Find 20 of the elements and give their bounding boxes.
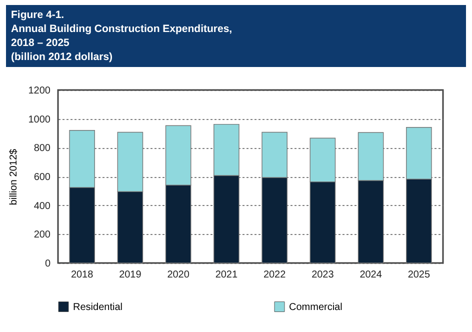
y-axis-title: billion 2012$ (8, 148, 20, 206)
x-tick-label: 2025 (408, 270, 430, 280)
x-tick-label: 2021 (215, 270, 238, 280)
y-tick-label: 1200 (28, 86, 51, 96)
y-tick-label: 1000 (28, 114, 51, 126)
x-tick-label: 2018 (70, 270, 94, 280)
y-tick-label: 200 (34, 230, 51, 241)
y-tick-label: 800 (34, 143, 51, 154)
y-tick-label: 0 (44, 258, 51, 270)
y-tick-label: 600 (34, 172, 51, 183)
x-tick-label: 2020 (167, 270, 190, 280)
y-tick-label: 400 (34, 200, 51, 212)
legend-label: Residential (73, 302, 122, 313)
legend-label: Commercial (289, 302, 342, 313)
x-tick-label: 2024 (360, 270, 382, 280)
x-tick-label: 2019 (119, 270, 142, 280)
x-tick-label: 2022 (263, 270, 286, 280)
chart-subtitle: (billion 2012 dollars) (11, 50, 114, 64)
x-tick-label: 2023 (312, 270, 334, 280)
chart-title: Figure 4-1. Annual Building Construction Expenditures, 2018 – 2025 (11, 8, 234, 50)
